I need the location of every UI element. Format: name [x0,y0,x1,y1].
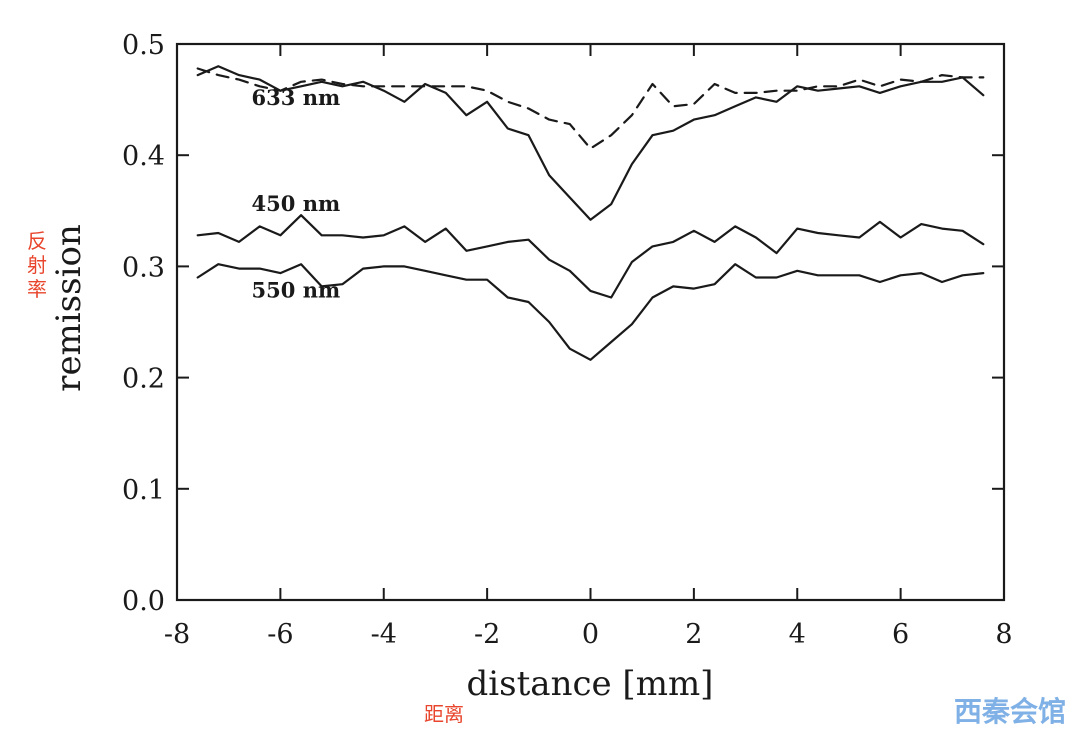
y-axis-annotation-cn: 反射率 [27,229,47,301]
series-line-1-dashed [196,67,985,150]
x-tick-label: -2 [474,619,500,650]
watermark-logo: 西秦会馆 [954,695,1066,728]
series-lines [196,65,985,361]
y-annotation-char: 反 [27,229,47,253]
x-tick-label: 4 [789,619,806,650]
x-tick-label: -8 [164,619,190,650]
y-annotation-char: 射 [27,253,47,277]
series-line-2 [196,214,985,299]
x-tick-label: 8 [995,619,1012,650]
y-tick-label: 0.3 [122,252,165,283]
series-label: 633 nm [252,85,341,110]
x-tick-label: -4 [371,619,397,650]
y-tick-label: 0.0 [122,586,165,617]
x-tick-label: 0 [582,619,599,650]
axis-tick-labels: -8 -6 -4 -2 0 2 4 6 8 0.0 0.1 0.2 0.3 0.4 0.5 [122,30,1013,650]
y-tick-label: 0.5 [122,30,165,61]
axis-ticks [176,43,1005,601]
series-label: 550 nm [252,278,341,303]
series-label: 450 nm [252,191,341,216]
y-tick-label: 0.1 [122,475,165,506]
x-tick-label: 6 [892,619,909,650]
y-axis-title: remission [49,224,89,392]
x-axis-annotation-cn: 距离 [424,702,464,726]
plot-frame [175,42,1006,602]
series-line-0 [196,65,985,221]
series-labels: 633 nm 450 nm 550 nm [252,85,341,302]
series-line-3 [196,263,985,361]
y-tick-label: 0.4 [122,141,165,172]
y-tick-label: 0.2 [122,364,165,395]
y-annotation-char: 率 [27,277,47,301]
x-tick-label: 2 [685,619,702,650]
x-axis-title: distance [mm] [467,664,714,704]
x-tick-label: -6 [267,619,293,650]
